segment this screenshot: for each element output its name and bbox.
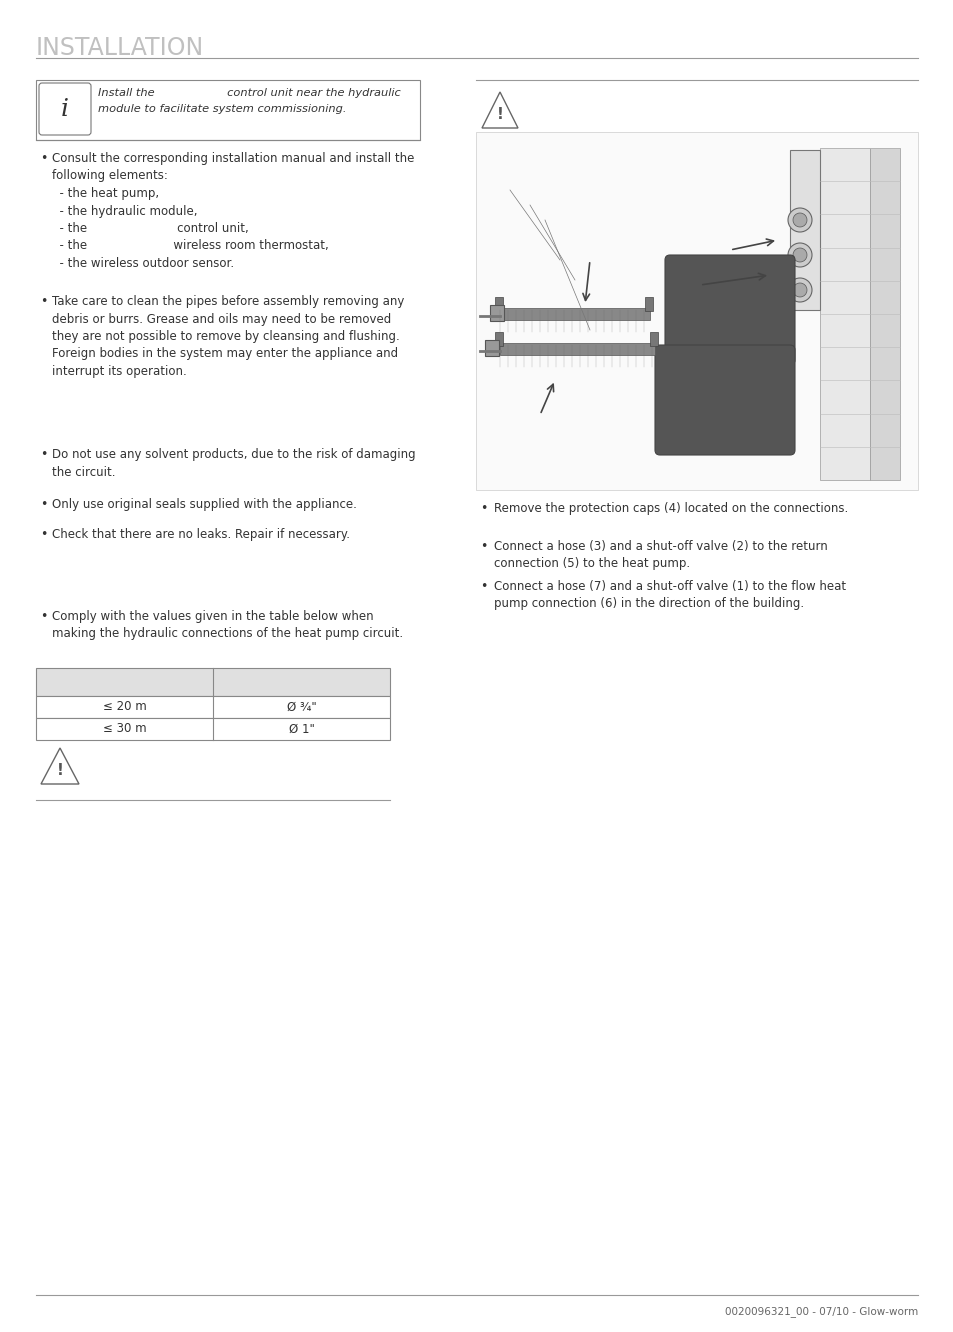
Bar: [644, 297, 652, 310]
Text: Ø 1": Ø 1": [288, 722, 314, 735]
Text: Take care to clean the pipes before assembly removing any
debris or burrs. Greas: Take care to clean the pipes before asse…: [52, 294, 404, 378]
Bar: [484, 340, 498, 356]
FancyBboxPatch shape: [655, 345, 794, 456]
Circle shape: [787, 208, 811, 232]
Bar: [789, 151, 820, 310]
Text: Do not use any solvent products, due to the risk of damaging
the circuit.: Do not use any solvent products, due to …: [52, 448, 416, 478]
Text: Consult the corresponding installation manual and install the
following elements: Consult the corresponding installation m…: [52, 152, 414, 270]
Text: •: •: [40, 610, 48, 623]
Text: •: •: [479, 539, 487, 553]
Bar: [649, 332, 658, 346]
Bar: [490, 305, 503, 321]
Circle shape: [787, 278, 811, 302]
Bar: [36, 697, 390, 718]
Bar: [499, 344, 655, 356]
Text: Check that there are no leaks. Repair if necessary.: Check that there are no leaks. Repair if…: [52, 527, 350, 541]
Text: Only use original seals supplied with the appliance.: Only use original seals supplied with th…: [52, 498, 356, 511]
Bar: [869, 148, 899, 480]
Text: •: •: [40, 294, 48, 308]
Text: •: •: [40, 527, 48, 541]
Text: module to facilitate system commissioning.: module to facilitate system commissionin…: [98, 104, 346, 115]
Bar: [495, 297, 502, 310]
Circle shape: [787, 242, 811, 266]
Text: i: i: [61, 97, 69, 120]
Text: •: •: [40, 448, 48, 461]
Text: Install the                    control unit near the hydraulic: Install the control unit near the hydrau…: [98, 88, 400, 99]
Text: •: •: [40, 152, 48, 165]
Text: 0020096321_00 - 07/10 - Glow-worm: 0020096321_00 - 07/10 - Glow-worm: [724, 1307, 917, 1317]
Text: Remove the protection caps (4) located on the connections.: Remove the protection caps (4) located o…: [494, 502, 847, 515]
Text: •: •: [479, 579, 487, 593]
Text: !: !: [56, 763, 63, 778]
Bar: [820, 148, 869, 480]
Text: ≤ 30 m: ≤ 30 m: [103, 722, 146, 735]
Bar: [36, 80, 419, 140]
Circle shape: [792, 213, 806, 226]
Text: •: •: [479, 502, 487, 515]
Text: Connect a hose (7) and a shut-off valve (1) to the flow heat
pump connection (6): Connect a hose (7) and a shut-off valve …: [494, 579, 845, 610]
Circle shape: [792, 282, 806, 297]
Text: ≤ 20 m: ≤ 20 m: [103, 701, 146, 714]
Text: !: !: [497, 107, 503, 121]
Bar: [476, 132, 917, 490]
Bar: [36, 718, 390, 741]
Bar: [495, 332, 502, 346]
Text: Connect a hose (3) and a shut-off valve (2) to the return
connection (5) to the : Connect a hose (3) and a shut-off valve …: [494, 539, 827, 570]
Text: Comply with the values given in the table below when
making the hydraulic connec: Comply with the values given in the tabl…: [52, 610, 403, 641]
Text: INSTALLATION: INSTALLATION: [36, 36, 204, 60]
Text: •: •: [40, 498, 48, 511]
FancyBboxPatch shape: [664, 254, 794, 365]
Text: Ø ¾": Ø ¾": [286, 701, 316, 714]
Circle shape: [792, 248, 806, 262]
Bar: [36, 669, 390, 697]
Bar: [499, 308, 649, 320]
FancyBboxPatch shape: [39, 83, 91, 135]
